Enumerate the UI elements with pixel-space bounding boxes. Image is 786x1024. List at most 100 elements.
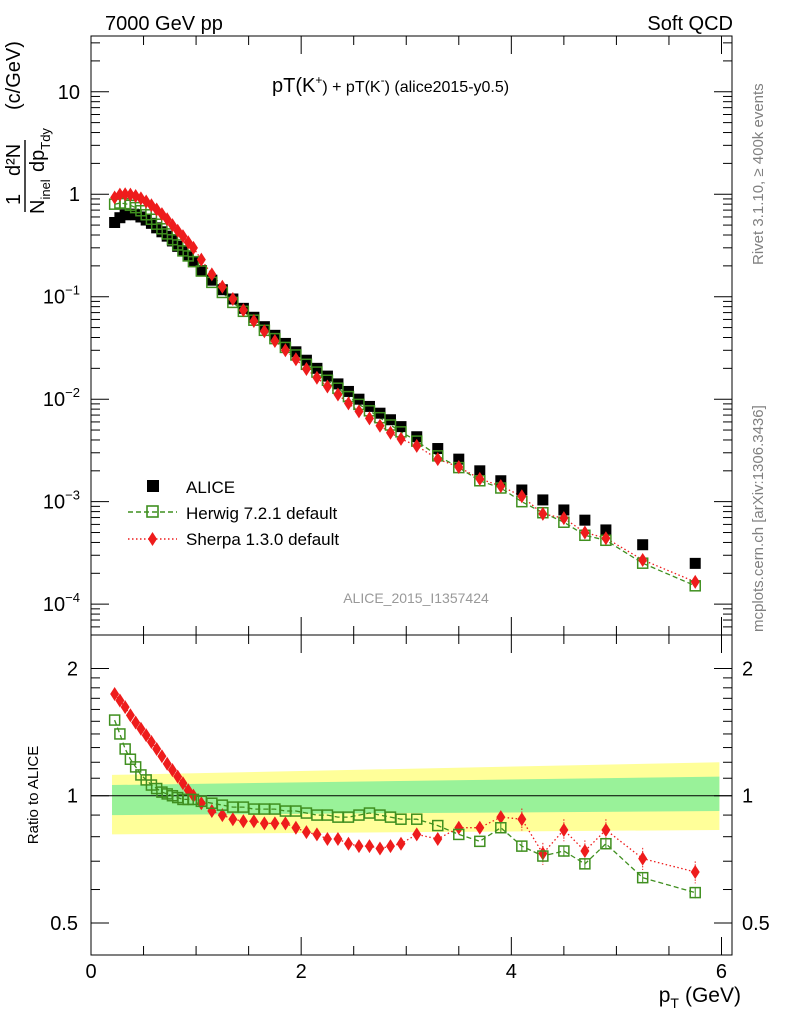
- herwig-ratio-point: [395, 813, 407, 825]
- sherpa-point: [433, 452, 443, 467]
- sherpa-ratio-point: [580, 844, 590, 859]
- x-axis-label-t: T: [670, 995, 679, 1011]
- sherpa-ratio-point: [638, 851, 648, 866]
- sherpa-ratio-point: [312, 827, 322, 842]
- x-tick-label: 2: [296, 961, 307, 983]
- alice-point: [453, 453, 465, 465]
- sherpa-ratio-point: [152, 741, 162, 756]
- sherpa-point: [385, 425, 395, 440]
- sherpa-ratio-point: [173, 769, 183, 784]
- sherpa-ratio-point: [496, 810, 506, 825]
- alice-point: [637, 539, 649, 551]
- analysis-id-label: ALICE_2015_I1357424: [343, 590, 489, 606]
- ratio-panel: 2 2 1 1 0.5 0.5 Ratio to ALICE: [25, 634, 770, 956]
- sherpa-point: [375, 418, 385, 433]
- sherpa-ratio-point: [131, 715, 141, 730]
- x-axis-label: pT (GeV): [659, 984, 741, 1011]
- sherpa-ratio-point: [354, 839, 364, 854]
- herwig-ratio-point: [579, 858, 591, 870]
- sherpa-point: [517, 489, 527, 504]
- main-ytick-exponent: −2: [65, 385, 80, 400]
- sherpa-ratio-point: [270, 816, 280, 831]
- sherpa-point: [454, 459, 464, 474]
- sherpa-ratio-point: [364, 839, 374, 854]
- sherpa-point: [196, 252, 206, 267]
- ratio-ytick-label-right: 2: [742, 658, 753, 680]
- x-tick-label: 6: [716, 961, 727, 983]
- main-ytick-base: 10: [43, 594, 65, 616]
- sherpa-point: [291, 352, 301, 367]
- herwig-ratio-point: [558, 845, 570, 857]
- legend-herwig-label: Herwig 7.2.1 default: [186, 504, 337, 523]
- x-axis-ticks: 0 2 4 6: [85, 36, 727, 983]
- main-ylabel-dp: dpTdy: [27, 128, 53, 172]
- main-ytick-label: 1: [69, 184, 80, 206]
- sherpa-point: [115, 187, 125, 202]
- rivet-version-label: Rivet 3.1.10, ≥ 400k events: [750, 83, 767, 265]
- herwig-ratio-point: [453, 828, 465, 841]
- ratio-ytick-label-left: 1: [67, 786, 78, 808]
- alice-point: [689, 557, 701, 569]
- herwig-ratio-point: [108, 714, 121, 726]
- ratio-ylabel: Ratio to ALICE: [25, 746, 42, 844]
- main-ytick-exponent: −3: [65, 488, 80, 503]
- alice-point: [300, 354, 312, 366]
- sherpa-point: [638, 552, 648, 567]
- sherpa-point: [188, 240, 198, 255]
- sherpa-ratio-point: [178, 776, 188, 791]
- sherpa-ratio-point: [433, 832, 443, 847]
- x-tick-label: 4: [506, 961, 517, 983]
- main-ytick-label: 10−3: [43, 488, 80, 514]
- sherpa-point: [238, 303, 248, 318]
- main-ylabel-den: Ninel: [27, 179, 53, 214]
- herwig-ratio-point: [474, 835, 486, 848]
- main-ylabel-units: (c/GeV): [3, 41, 25, 110]
- main-ylabel-tdy: Tdy: [38, 128, 53, 150]
- alice-point: [600, 524, 612, 536]
- sherpa-point: [228, 291, 238, 306]
- category-label: Soft QCD: [647, 13, 733, 35]
- main-ytick-exponent: −1: [65, 283, 80, 298]
- herwig-ratio-point: [114, 728, 126, 740]
- sherpa-point: [207, 267, 217, 282]
- sherpa-point: [601, 531, 611, 546]
- sherpa-point: [580, 525, 590, 540]
- sherpa-ratio-point: [115, 693, 125, 708]
- sherpa-ratio-point: [690, 865, 700, 880]
- x-tick-label: 0: [85, 961, 96, 983]
- herwig-ratio-point: [119, 743, 131, 755]
- sherpa-ratio-point: [136, 721, 146, 736]
- ratio-series: [108, 687, 701, 899]
- sherpa-ratio-point: [454, 820, 464, 835]
- sherpa-ratio-point: [385, 839, 395, 854]
- sherpa-point: [178, 229, 188, 244]
- sherpa-ratio-point: [291, 820, 301, 835]
- sherpa-point: [280, 343, 290, 358]
- sherpa-ratio-point: [167, 763, 177, 778]
- sherpa-point: [217, 279, 227, 294]
- sherpa-point: [690, 574, 700, 589]
- beam-label: 7000 GeV pp: [105, 13, 223, 35]
- sherpa-ratio-point: [517, 812, 527, 827]
- legend-herwig-marker: [146, 505, 159, 518]
- sherpa-point: [270, 333, 280, 348]
- herwig-ratio-point: [411, 813, 423, 825]
- ratio-ytick-label-left: 2: [67, 658, 78, 680]
- plot-title: pT(K+) + pT(K-) (alice2015-y0.5): [272, 73, 509, 97]
- herwig-ratio-point: [432, 819, 444, 832]
- alice-point: [474, 465, 486, 477]
- herwig-ratio-point: [187, 793, 200, 806]
- main-ylabel-one: 1: [3, 194, 25, 205]
- legend-alice-marker: [147, 480, 159, 492]
- sherpa-ratio-point: [162, 756, 172, 771]
- x-axis-label-units: (GeV): [685, 984, 741, 1007]
- sherpa-ratio-point: [280, 816, 290, 831]
- alice-point: [321, 370, 333, 382]
- herwig-ratio-point: [495, 821, 507, 834]
- main-ylabel-n: N: [27, 200, 49, 214]
- sherpa-point: [333, 387, 343, 402]
- alice-point: [432, 443, 444, 455]
- alice-point: [311, 362, 323, 374]
- sherpa-point: [162, 212, 172, 227]
- main-ylabel-d2n: d²N: [3, 144, 25, 176]
